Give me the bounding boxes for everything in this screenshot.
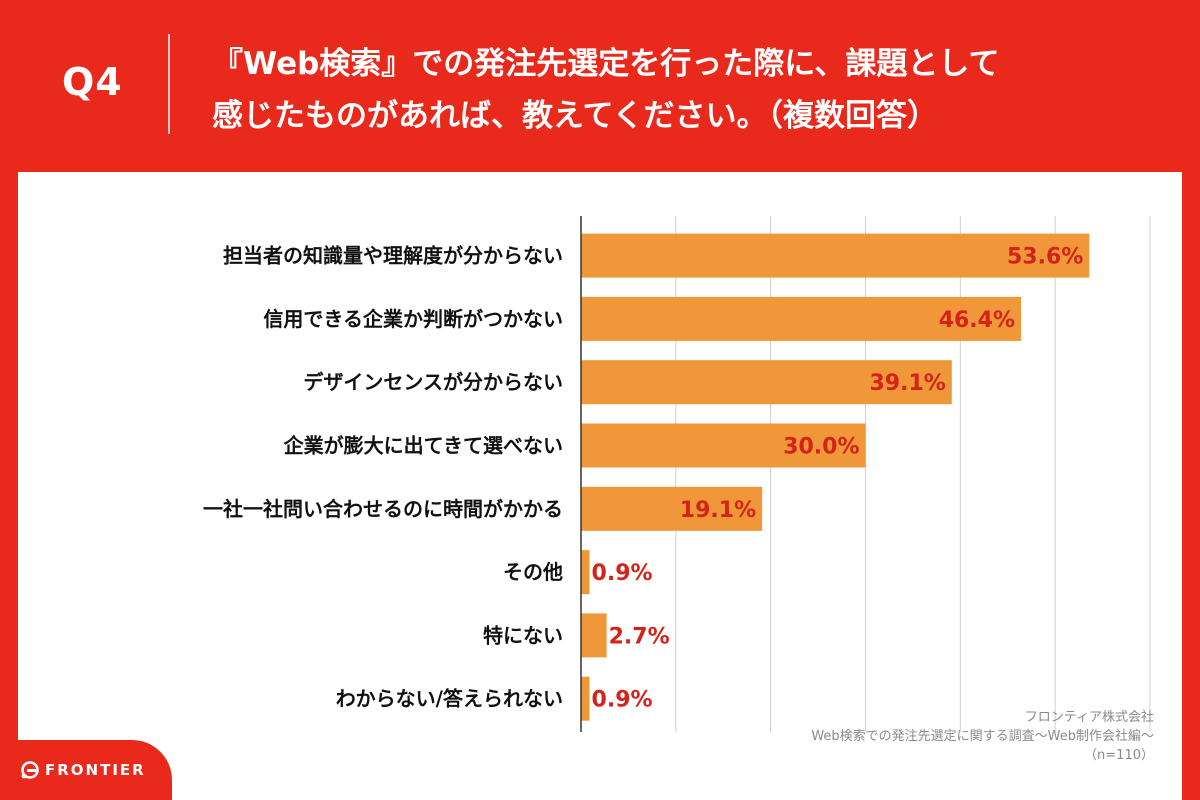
source-survey-title: Web検索での発注先選定に関する調査〜Web制作会社編〜 [811,729,1154,744]
chart-panel: 担当者の知識量や理解度が分からない 53.6% 信用できる企業か判断がつかない 46.… [18,172,1182,800]
header-divider [168,34,170,134]
category-label: 一社一社問い合わせるのに時間がかかる [203,497,563,521]
frontier-logo-icon [21,761,39,779]
value-label: 30.0% [783,435,859,460]
bar [581,423,866,468]
bar [581,233,1090,278]
value-label: 39.1% [869,371,945,396]
category-label: その他 [503,560,563,584]
category-label: デザインセンスが分からない [303,370,563,394]
bar [581,486,763,531]
header: Q4 『Web検索』での発注先選定を行った際に、課題として 感じたものがあれば、… [0,0,1200,170]
category-label: 特にない [483,623,563,647]
value-label: 0.9% [592,688,653,713]
value-label: 46.4% [939,308,1015,333]
category-label: 信用できる企業か判断がつかない [263,307,563,331]
value-label: 2.7% [609,624,670,649]
frontier-logo: FRONTIER [0,740,172,800]
value-label: 19.1% [680,498,756,523]
bar [581,360,952,405]
value-label: 0.9% [592,561,653,586]
bar [581,296,1022,341]
source-company: フロンティア株式会社 [1024,710,1154,725]
category-label: 企業が膨大に出てきて選べない [283,434,563,458]
bar-chart: 担当者の知識量や理解度が分からない 53.6% 信用できる企業か判断がつかない 46.… [203,216,1151,732]
source-sample-size: （n=110） [1084,748,1154,763]
bar [581,613,607,658]
bar [581,676,590,721]
question-number: Q4 [62,60,123,104]
frontier-logo-text: FRONTIER [45,761,146,779]
category-label: 担当者の知識量や理解度が分からない [223,244,563,268]
value-label: 53.6% [1007,245,1083,270]
category-label: わからない/答えられない [336,687,563,711]
question-line-1: 『Web検索』での発注先選定を行った際に、課題として [212,46,1000,82]
bar [581,550,590,595]
source-note: フロンティア株式会社 Web検索での発注先選定に関する調査〜Web制作会社編〜 … [634,708,1154,765]
question-line-2: 感じたものがあれば、教えてください。（複数回答） [212,98,939,134]
question-text: 『Web検索』での発注先選定を行った際に、課題として 感じたものがあれば、教えて… [212,38,1172,142]
